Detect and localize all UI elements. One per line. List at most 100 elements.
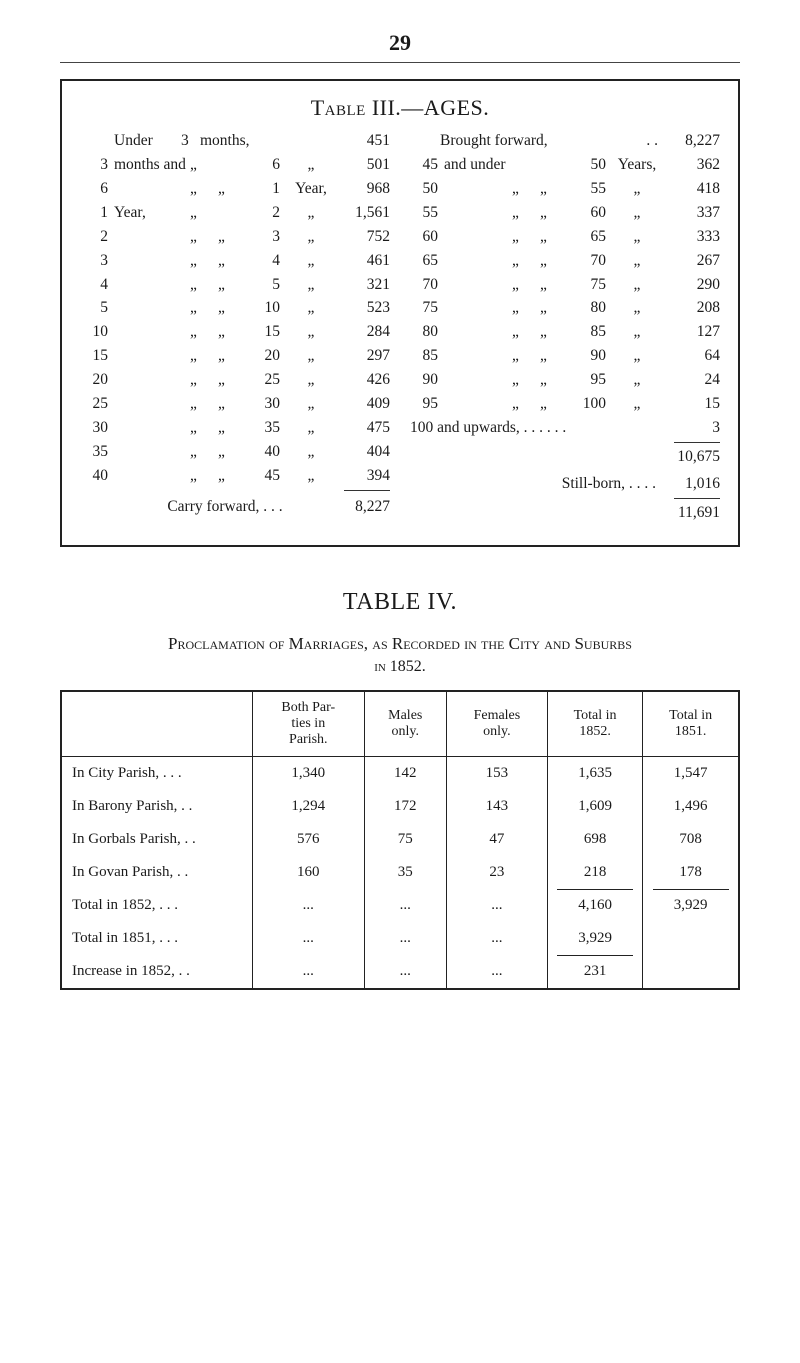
table-row: Total in 1852, . . ..........4,1603,929	[61, 889, 739, 922]
rule-icon	[674, 442, 720, 443]
table-cell	[643, 922, 739, 955]
table-row: 2„„3„752	[80, 227, 390, 248]
table-cell: 47	[446, 823, 547, 856]
table-3-title-rest: III.—AGES.	[366, 95, 489, 120]
table-cell: 23	[446, 856, 547, 889]
table-cell: 698	[547, 823, 642, 856]
table-row: 70„„75„290	[410, 275, 720, 296]
table-row: 75„„80„208	[410, 298, 720, 319]
total-row: 11,691	[410, 503, 720, 524]
table-cell: 1,496	[643, 790, 739, 823]
table-row: 3months and„6„501	[80, 155, 390, 176]
table-cell: 143	[446, 790, 547, 823]
table-row: 85„„90„64	[410, 346, 720, 367]
table-3-left-col: Under 3 months, 451 3months and„6„5016„„…	[80, 131, 390, 527]
table-3-frame: Table III.—AGES. Under 3 months, 451 3mo…	[60, 79, 740, 547]
table-row: 35„„40„404	[80, 442, 390, 463]
table-3-title: Table III.—AGES.	[80, 95, 720, 121]
row-label: In City Parish, . . .	[61, 756, 253, 790]
table-cell: ...	[364, 922, 446, 955]
table-cell: 1,609	[547, 790, 642, 823]
table-row: 3„„4„461	[80, 251, 390, 272]
table-cell: 231	[547, 955, 642, 989]
table-row: 20„„25„426	[80, 370, 390, 391]
upwards-label: 100 and upwards, . . . . . .	[410, 418, 664, 439]
table-row: 1Year,„2„1,561	[80, 203, 390, 224]
table-3-right-col: Brought forward, . . 8,227 45and under50…	[410, 131, 720, 527]
page: 29 Table III.—AGES. Under 3 months, 451 …	[0, 0, 800, 1030]
table-cell: ...	[364, 889, 446, 922]
carry-val: 8,227	[330, 497, 390, 518]
upwards-val: 3	[664, 418, 720, 439]
table-cell: ...	[446, 955, 547, 989]
top-rule	[60, 62, 740, 63]
row-label: In Govan Parish, . .	[61, 856, 253, 889]
table-cell: ...	[446, 889, 547, 922]
table-3-title-prefix: Table	[311, 95, 366, 120]
t3l-h-lead: Under	[108, 131, 153, 152]
table-row: 25„„30„409	[80, 394, 390, 415]
table-row: 95„„100„15	[410, 394, 720, 415]
t3r-h-val: 8,227	[664, 131, 720, 152]
table-cell: 1,294	[253, 790, 365, 823]
table-3-body: Under 3 months, 451 3months and„6„5016„„…	[80, 131, 720, 527]
table-3-carry-row: Carry forward, . . . 8,227	[80, 497, 390, 518]
table-col-header: Total in 1852.	[547, 691, 642, 757]
table-row: 40„„45„394	[80, 466, 390, 487]
table-cell: 75	[364, 823, 446, 856]
table-4-subtitle-2: in 1852.	[60, 658, 740, 676]
table-cell: 3,929	[547, 922, 642, 955]
t3l-h-a: 3	[153, 131, 189, 152]
table-cell: ...	[253, 955, 365, 989]
table-row: 45and under50Years,362	[410, 155, 720, 176]
table-row: 90„„95„24	[410, 370, 720, 391]
table-cell: 218	[547, 856, 642, 889]
table-cell: 142	[364, 756, 446, 790]
table-row: Increase in 1852, . ..........231	[61, 955, 739, 989]
table-cell: 153	[446, 756, 547, 790]
table-cell: 576	[253, 823, 365, 856]
table-col-header: Males only.	[364, 691, 446, 757]
table-row: 55„„60„337	[410, 203, 720, 224]
stillborn-label: Still-born, . . . .	[410, 474, 664, 495]
table-4: Both Par- ties in Parish.Males only.Fema…	[60, 690, 740, 990]
rule-icon	[674, 498, 720, 499]
table-cell: 160	[253, 856, 365, 889]
table-col-header	[61, 691, 253, 757]
t3l-h-unit: months,	[189, 131, 255, 152]
table-4-heading: TABLE IV.	[60, 589, 740, 616]
table-row: In Barony Parish, . .1,2941721431,6091,4…	[61, 790, 739, 823]
stillborn-val: 1,016	[664, 474, 720, 495]
table-row: 80„„85„127	[410, 322, 720, 343]
subtotal-row: 10,675	[410, 447, 720, 468]
table-cell: 178	[643, 856, 739, 889]
table-row: 6„„1Year,968	[80, 179, 390, 200]
table-row: 4„„5„321	[80, 275, 390, 296]
table-cell: 35	[364, 856, 446, 889]
table-cell: 172	[364, 790, 446, 823]
t3r-h-dots: . .	[640, 131, 664, 152]
table-cell: ...	[253, 889, 365, 922]
upwards-row: 100 and upwards, . . . . . . 3	[410, 418, 720, 439]
stillborn-row: Still-born, . . . . 1,016	[410, 474, 720, 495]
table-4-body: In City Parish, . . .1,3401421531,6351,5…	[61, 756, 739, 989]
rule-icon	[344, 490, 390, 491]
subtotal-val: 10,675	[660, 447, 720, 468]
table-4-head-row: Both Par- ties in Parish.Males only.Fema…	[61, 691, 739, 757]
carry-label: Carry forward, . . .	[80, 497, 330, 518]
table-cell: 708	[643, 823, 739, 856]
table-4-subtitle-1: Proclamation of Marriages, as Recorded i…	[60, 634, 740, 654]
table-cell: 1,635	[547, 756, 642, 790]
table-cell: ...	[446, 922, 547, 955]
total-val: 11,691	[660, 503, 720, 524]
t3r-h-lead: Brought forward,	[410, 131, 640, 152]
table-col-header: Total in 1851.	[643, 691, 739, 757]
table-3-right-header: Brought forward, . . 8,227	[410, 131, 720, 152]
table-row: 5„„10„523	[80, 298, 390, 319]
table-row: In Gorbals Parish, . .5767547698708	[61, 823, 739, 856]
table-cell: ...	[364, 955, 446, 989]
table-cell: 1,340	[253, 756, 365, 790]
row-label: Total in 1851, . . .	[61, 922, 253, 955]
table-row: 30„„35„475	[80, 418, 390, 439]
table-row: 15„„20„297	[80, 346, 390, 367]
